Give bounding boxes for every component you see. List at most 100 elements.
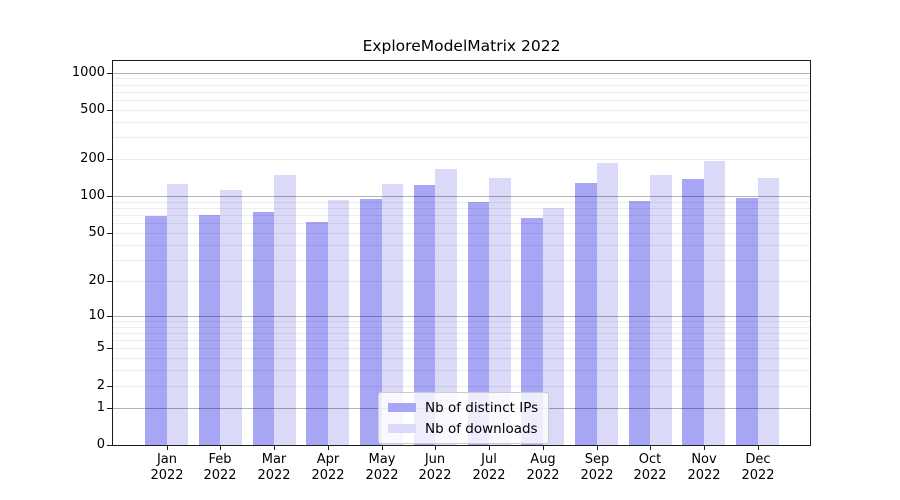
y-tick-label: 0 <box>96 437 105 452</box>
x-tick-mark <box>489 446 490 450</box>
bar-downloads <box>435 169 457 445</box>
bar-distinct-ips <box>736 197 758 445</box>
y-tick-label: 1000 <box>71 65 105 80</box>
gridline-minor <box>113 100 810 101</box>
x-tick-label: Aug 2022 <box>515 452 571 483</box>
x-tick-month: Jul <box>481 452 497 467</box>
bar-distinct-ips <box>413 184 436 445</box>
y-tick-mark <box>107 445 112 446</box>
x-tick-mark <box>650 446 651 450</box>
bar-downloads <box>596 163 619 445</box>
x-tick-label: Mar 2022 <box>246 452 302 483</box>
y-tick-mark <box>107 196 112 197</box>
bar-downloads <box>327 200 350 445</box>
x-tick-label: Feb 2022 <box>192 452 248 483</box>
bar-distinct-ips <box>575 183 597 445</box>
bar-distinct-ips <box>198 214 221 445</box>
gridline-minor <box>113 159 810 160</box>
bar-downloads <box>650 174 672 445</box>
x-tick-month: Apr <box>316 452 340 467</box>
legend: Nb of distinct IPs Nb of downloads <box>378 392 550 444</box>
gridline-major <box>113 73 810 74</box>
x-tick-month: Jan <box>156 452 178 467</box>
y-tick-mark <box>107 408 112 409</box>
x-tick-month: Aug <box>530 452 556 467</box>
bar-distinct-ips <box>252 211 275 445</box>
x-tick-mark <box>597 446 598 450</box>
bar-downloads <box>220 189 242 445</box>
x-tick-label: Jun 2022 <box>407 452 463 483</box>
bar-downloads <box>542 207 565 445</box>
bar-distinct-ips <box>628 200 651 445</box>
x-tick-year: 2022 <box>365 467 399 483</box>
x-tick-label: Dec 2022 <box>730 452 786 483</box>
legend-label: Nb of distinct IPs <box>425 399 539 416</box>
bar-downloads <box>274 174 296 445</box>
y-tick-mark <box>107 316 112 317</box>
y-tick-mark <box>107 159 112 160</box>
y-tick-label: 100 <box>80 188 105 203</box>
y-tick-label: 1 <box>96 400 105 415</box>
x-tick-year: 2022 <box>311 467 345 483</box>
plot-area <box>112 60 811 446</box>
bar-distinct-ips <box>521 218 543 445</box>
y-tick-mark <box>107 73 112 74</box>
gridline-minor <box>113 122 810 123</box>
y-tick-mark <box>107 348 112 349</box>
x-tick-month: Jun <box>424 452 446 467</box>
x-tick-year: 2022 <box>526 467 560 483</box>
y-tick-mark <box>107 110 112 111</box>
bar-downloads <box>703 161 726 445</box>
gridline-minor <box>113 92 810 93</box>
x-tick-label: Jul 2022 <box>461 452 517 483</box>
x-tick-year: 2022 <box>472 467 506 483</box>
bar-distinct-ips <box>306 221 328 445</box>
x-tick-month: Nov <box>691 452 717 467</box>
x-tick-label: Nov 2022 <box>676 452 732 483</box>
gridline-minor <box>113 78 810 79</box>
y-tick-mark <box>107 281 112 282</box>
y-tick-label: 5 <box>96 340 105 355</box>
bar-distinct-ips <box>682 178 704 445</box>
legend-entry: Nb of distinct IPs <box>388 398 538 417</box>
x-tick-month: May <box>368 452 396 467</box>
x-tick-mark <box>758 446 759 450</box>
x-tick-label: May 2022 <box>354 452 410 483</box>
x-tick-year: 2022 <box>687 467 721 483</box>
x-tick-mark <box>167 446 168 450</box>
x-tick-month: Mar <box>261 452 287 467</box>
x-tick-mark <box>328 446 329 450</box>
legend-swatch <box>388 424 416 433</box>
legend-entry: Nb of downloads <box>388 419 538 438</box>
x-tick-month: Oct <box>638 452 662 467</box>
x-tick-year: 2022 <box>580 467 614 483</box>
y-tick-label: 50 <box>88 225 105 240</box>
x-tick-month: Feb <box>208 452 232 467</box>
x-tick-year: 2022 <box>633 467 667 483</box>
y-tick-label: 20 <box>88 273 105 288</box>
x-tick-year: 2022 <box>257 467 291 483</box>
x-tick-mark <box>382 446 383 450</box>
bar-distinct-ips <box>467 202 490 445</box>
x-tick-year: 2022 <box>418 467 452 483</box>
bar-distinct-ips <box>145 216 167 445</box>
y-tick-label: 10 <box>88 308 105 323</box>
bar-distinct-ips <box>360 199 382 445</box>
legend-swatch <box>388 403 416 412</box>
bar-downloads <box>489 178 511 445</box>
gridline-minor <box>113 137 810 138</box>
x-tick-year: 2022 <box>741 467 775 483</box>
y-tick-mark <box>107 386 112 387</box>
gridline-minor <box>113 85 810 86</box>
y-tick-mark <box>107 233 112 234</box>
x-tick-mark <box>220 446 221 450</box>
x-tick-label: Apr 2022 <box>300 452 356 483</box>
chart-title: ExploreModelMatrix 2022 <box>362 37 561 55</box>
y-tick-label: 500 <box>80 102 105 117</box>
x-tick-mark <box>704 446 705 450</box>
x-tick-mark <box>435 446 436 450</box>
bar-downloads <box>381 184 404 445</box>
x-tick-label: Sep 2022 <box>569 452 625 483</box>
bar-downloads <box>166 184 189 445</box>
